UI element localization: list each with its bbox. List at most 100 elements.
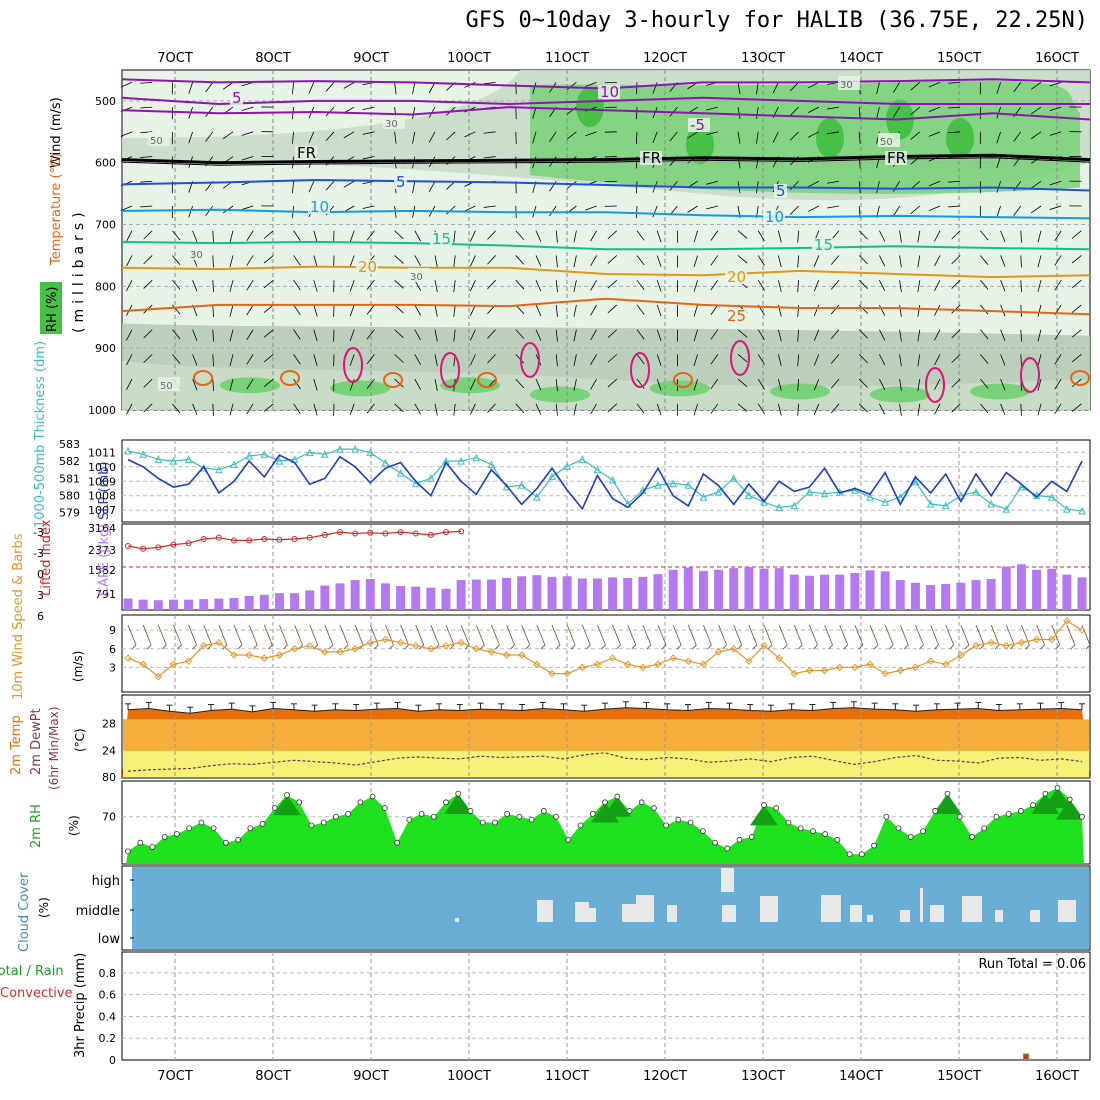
wind-barb <box>515 255 525 265</box>
wind-barb <box>313 329 318 342</box>
wind10-barb-flag <box>161 644 167 650</box>
wind10-barb <box>475 624 485 646</box>
wind-barb <box>980 279 989 290</box>
wind-barb <box>313 304 318 317</box>
rh2m-point <box>993 813 1000 820</box>
wind-barb <box>827 106 840 110</box>
wind-barb <box>757 354 765 365</box>
wind-barb <box>813 304 820 317</box>
wind-barb <box>687 205 698 213</box>
wind-barb <box>693 329 698 342</box>
wind10-point <box>896 666 904 675</box>
wind-barb <box>349 329 355 342</box>
wind-legend-label: Wind (m/s) <box>49 97 64 168</box>
warm-contour <box>383 372 403 388</box>
wind-barb <box>797 230 799 243</box>
cape-bar <box>774 568 784 610</box>
wind-barb <box>858 107 861 120</box>
wind-barb <box>434 255 438 268</box>
wind10-barb-flag <box>404 644 409 650</box>
wind-barb <box>757 230 765 242</box>
wind-barb <box>469 280 476 292</box>
rh2m-point <box>418 810 425 817</box>
wind10-point <box>336 648 344 656</box>
cape-bar <box>1001 566 1011 610</box>
cloud-level-label: low <box>98 932 121 947</box>
cape-bar <box>820 574 830 610</box>
contour-label: 15 <box>814 236 833 254</box>
rh-low-blob <box>330 380 390 397</box>
wind-barb <box>948 81 961 84</box>
wind-barb <box>607 378 618 388</box>
cape-bar <box>592 578 602 610</box>
wind10-barb-flag <box>691 644 697 650</box>
wind-barb <box>349 403 355 416</box>
time-tick-bottom: 13OCT <box>741 1069 785 1084</box>
wind-barb <box>343 180 355 188</box>
thickness-point <box>1047 493 1056 501</box>
wind-barb <box>830 304 840 315</box>
rh2m-peak <box>1031 793 1060 814</box>
wind10-point <box>714 648 723 656</box>
wind10-barb <box>173 624 182 646</box>
wind-barb <box>910 131 921 140</box>
wind-barb <box>879 403 886 415</box>
wind-barb <box>892 205 900 217</box>
rh2m-point <box>247 825 254 832</box>
wind-barb <box>143 329 153 339</box>
wind10-barb <box>506 624 515 646</box>
temp-tick: 28 <box>102 717 116 730</box>
wind-barb <box>313 354 318 366</box>
wind-barb <box>453 304 456 317</box>
wind-barb <box>607 255 618 264</box>
cape-bar <box>199 599 209 610</box>
wind-barb <box>313 280 318 292</box>
wind-barb <box>636 255 645 266</box>
wind10-tick: 6 <box>109 643 116 656</box>
thickness-point <box>926 499 935 508</box>
wind-barb <box>928 81 941 88</box>
wind-barb <box>1013 131 1022 142</box>
wind10-barb-flag <box>525 644 531 650</box>
wind-barb <box>756 107 759 120</box>
wind10-point <box>518 651 526 659</box>
wind10-barb-flag <box>177 644 182 650</box>
wind-barb <box>394 329 404 339</box>
wind-barb <box>1054 403 1062 415</box>
contour-label-bg <box>688 118 710 132</box>
wind-barb <box>412 82 416 95</box>
wind-barb <box>263 378 274 388</box>
wind10-barb <box>960 624 970 646</box>
wind10-point <box>987 638 995 647</box>
thickness-point <box>593 465 602 474</box>
wind-barb <box>1030 180 1042 189</box>
wind-barb <box>1030 82 1042 90</box>
wind-barb <box>635 107 638 120</box>
cape-bar <box>880 571 890 610</box>
wind-barb <box>394 378 404 388</box>
rh2m-point <box>1005 810 1012 817</box>
thickness-point <box>381 458 390 467</box>
cape-bar <box>335 583 345 610</box>
wind10-barb <box>203 624 213 646</box>
wind-barb <box>469 354 476 366</box>
rh2m-point <box>430 813 437 820</box>
cloud-ylabel: Cloud Cover <box>17 872 32 952</box>
wind10-barb-flag <box>283 644 288 650</box>
wind-barb <box>948 205 961 208</box>
wind10-barb-flag <box>252 644 258 650</box>
wind-barb <box>980 354 989 364</box>
cloud-middle-block <box>636 895 654 922</box>
cloud-middle-block <box>962 896 982 922</box>
rh2m-point <box>712 839 718 846</box>
thickness-point <box>684 481 693 489</box>
cape-bar <box>759 568 769 610</box>
contour-label-bg <box>878 133 900 147</box>
cloud-units: (%) <box>37 897 51 918</box>
wind10-units: (m/s) <box>71 651 85 682</box>
wind-barb <box>807 131 819 138</box>
rh-high-blob <box>576 87 604 128</box>
wind-barb <box>951 230 961 240</box>
thickness-point <box>169 457 178 465</box>
wind-barb <box>607 354 618 363</box>
